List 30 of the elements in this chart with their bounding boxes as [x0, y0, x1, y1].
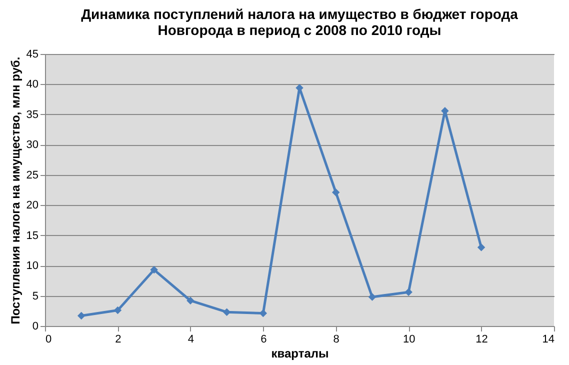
y-tick-label: 10 — [26, 260, 38, 272]
point — [404, 288, 412, 296]
y-tick-label: 15 — [26, 230, 38, 242]
x-tick-label: 14 — [542, 334, 554, 346]
point — [114, 306, 122, 314]
y-tick-label: 25 — [26, 169, 38, 182]
x-tick-label: 2 — [115, 334, 122, 346]
x-tick-label: 0 — [46, 334, 52, 346]
y-axis-title: Поступления налога на имущество, млн руб. — [8, 56, 22, 324]
point — [150, 266, 158, 274]
x-tick-label: 10 — [402, 334, 416, 346]
chart-title: Динамика поступлений налога на имущество в бюджет города Новгорода в период с 2008 по 2010 годы — [81, 6, 518, 38]
x-tick-label: 8 — [333, 334, 340, 346]
x-tick-label: 12 — [476, 334, 488, 346]
point — [332, 188, 340, 196]
y-tick-label: 30 — [26, 139, 38, 152]
x-tick-label: 4 — [188, 334, 194, 346]
point — [368, 293, 376, 301]
y-tick-label: 35 — [26, 108, 38, 121]
point — [77, 312, 86, 320]
x-axis-title: кварталы — [271, 346, 329, 360]
x-tick-label: 6 — [260, 334, 267, 346]
y-tick-label: 40 — [26, 78, 38, 91]
y-tick-label: 0 — [32, 320, 38, 332]
y-tick-label: 20 — [26, 200, 38, 212]
point — [186, 296, 194, 304]
y-tick-label: 45 — [26, 48, 38, 60]
y-tick-label: 5 — [32, 290, 38, 302]
point — [259, 309, 268, 318]
point — [477, 244, 486, 252]
